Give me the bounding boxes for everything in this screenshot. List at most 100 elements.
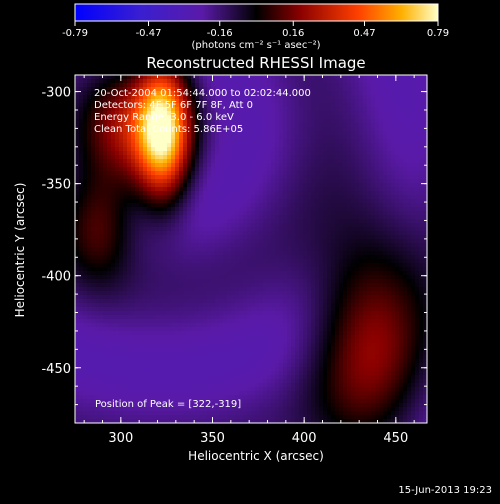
heatmap-cell xyxy=(127,83,132,88)
heatmap-cell xyxy=(191,259,196,264)
heatmap-cell xyxy=(415,111,420,116)
heatmap-cell xyxy=(295,243,300,248)
heatmap-cell xyxy=(283,75,288,80)
heatmap-cell xyxy=(75,179,80,184)
heatmap-cell xyxy=(311,295,316,300)
colorbar-tick-label: 0.16 xyxy=(282,28,304,39)
heatmap-cell xyxy=(75,207,80,212)
heatmap-cell xyxy=(271,199,276,204)
heatmap-cell xyxy=(159,175,164,180)
heatmap-cell xyxy=(87,187,92,192)
heatmap-cell xyxy=(371,199,376,204)
heatmap-cell xyxy=(419,159,424,164)
heatmap-cell xyxy=(415,75,420,80)
heatmap-cell xyxy=(255,243,260,248)
heatmap-cell xyxy=(151,215,156,220)
heatmap-cell xyxy=(211,287,216,292)
heatmap-cell xyxy=(147,203,152,208)
heatmap-cell xyxy=(355,271,360,276)
heatmap-cell xyxy=(339,127,344,132)
heatmap-cell xyxy=(123,287,128,292)
heatmap-cell xyxy=(323,219,328,224)
heatmap-cell xyxy=(311,275,316,280)
heatmap-cell xyxy=(407,111,412,116)
heatmap-cell xyxy=(187,179,192,184)
heatmap-cell xyxy=(347,199,352,204)
heatmap-cell xyxy=(123,215,128,220)
heatmap-cell xyxy=(319,287,324,292)
heatmap-cell xyxy=(387,243,392,248)
heatmap-cell xyxy=(391,295,396,300)
heatmap-cell xyxy=(223,187,228,192)
heatmap-cell xyxy=(123,195,128,200)
heatmap-cell xyxy=(107,79,112,84)
heatmap-cell xyxy=(335,279,340,284)
heatmap-cell xyxy=(359,275,364,280)
heatmap-cell xyxy=(207,243,212,248)
heatmap-cell xyxy=(331,179,336,184)
heatmap-cell xyxy=(327,83,332,88)
heatmap-cell xyxy=(87,183,92,188)
heatmap-cell xyxy=(367,227,372,232)
heatmap-cell xyxy=(223,151,228,156)
heatmap-cell xyxy=(403,259,408,264)
heatmap-cell xyxy=(283,191,288,196)
heatmap-cell xyxy=(111,239,116,244)
heatmap-cell xyxy=(247,179,252,184)
heatmap-cell xyxy=(287,119,292,124)
heatmap-cell xyxy=(211,271,216,276)
heatmap-cell xyxy=(175,223,180,228)
heatmap-cell xyxy=(275,299,280,304)
heatmap-cell xyxy=(331,79,336,84)
heatmap-cell xyxy=(399,147,404,152)
heatmap-cell xyxy=(175,151,180,156)
heatmap-cell xyxy=(311,271,316,276)
heatmap-cell xyxy=(143,283,148,288)
heatmap-cell xyxy=(311,195,316,200)
heatmap-cell xyxy=(251,167,256,172)
heatmap-cell xyxy=(107,215,112,220)
heatmap-cell xyxy=(159,223,164,228)
heatmap-cell xyxy=(211,203,216,208)
heatmap-cell xyxy=(299,183,304,188)
heatmap-cell xyxy=(119,203,124,208)
heatmap-cell xyxy=(391,175,396,180)
heatmap-cell xyxy=(291,223,296,228)
heatmap-cell xyxy=(167,79,172,84)
heatmap-cell xyxy=(155,79,160,84)
heatmap-cell xyxy=(387,167,392,172)
colorbar-tick-label: -0.16 xyxy=(207,28,233,39)
heatmap-cell xyxy=(155,171,160,176)
heatmap-cell xyxy=(299,227,304,232)
heatmap-cell xyxy=(399,195,404,200)
heatmap-cell xyxy=(267,167,272,172)
heatmap-cell xyxy=(239,223,244,228)
heatmap-cell xyxy=(79,219,84,224)
heatmap-cell xyxy=(395,231,400,236)
heatmap-cell xyxy=(231,223,236,228)
heatmap-cell xyxy=(247,123,252,128)
heatmap-cell xyxy=(299,247,304,252)
heatmap-cell xyxy=(75,115,80,120)
heatmap-cell xyxy=(379,175,384,180)
heatmap-cell xyxy=(87,227,92,232)
heatmap-cell xyxy=(291,275,296,280)
heatmap-cell xyxy=(283,207,288,212)
heatmap-cell xyxy=(331,195,336,200)
heatmap-cell xyxy=(343,275,348,280)
heatmap-cell xyxy=(143,155,148,160)
heatmap-cell xyxy=(403,183,408,188)
heatmap-cell xyxy=(391,211,396,216)
heatmap-cell xyxy=(375,203,380,208)
heatmap-cell xyxy=(323,243,328,248)
heatmap-cell xyxy=(339,243,344,248)
heatmap-cell xyxy=(299,147,304,152)
heatmap-cell xyxy=(115,135,120,140)
heatmap-cell xyxy=(123,171,128,176)
heatmap-cell xyxy=(83,255,88,260)
heatmap-cell xyxy=(271,227,276,232)
heatmap-cell xyxy=(323,263,328,268)
heatmap-cell xyxy=(375,123,380,128)
heatmap-cell xyxy=(243,295,248,300)
heatmap-cell xyxy=(107,151,112,156)
